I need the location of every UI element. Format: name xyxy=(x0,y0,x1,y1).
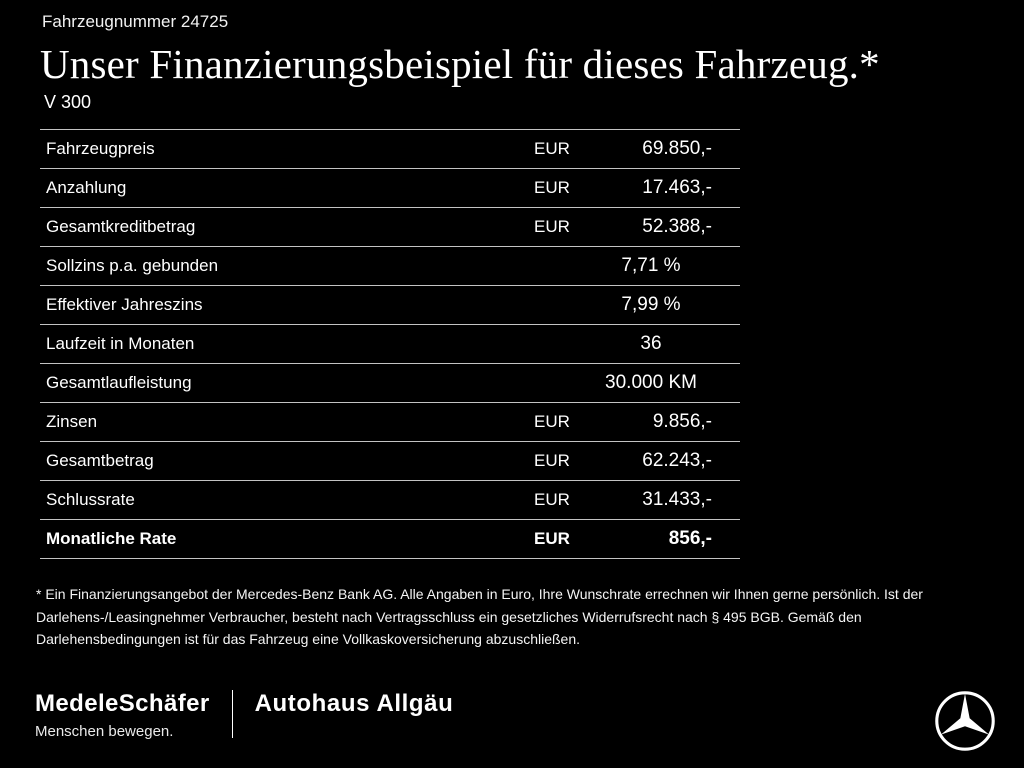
row-currency: EUR xyxy=(534,412,570,431)
table-row-schlussrate: Schlussrate EUR 31.433,- xyxy=(40,480,740,519)
mercedes-star-icon xyxy=(934,690,996,752)
row-value: 856,- xyxy=(668,528,712,549)
row-value: 17.463,- xyxy=(642,177,712,198)
row-label: Effektiver Jahreszins xyxy=(46,295,203,314)
row-label: Gesamtkreditbetrag xyxy=(46,217,196,236)
row-label: Zinsen xyxy=(46,412,98,431)
row-label: Gesamtbetrag xyxy=(46,451,154,470)
row-value: 31.433,- xyxy=(642,489,712,510)
table-row-laufzeit: Laufzeit in Monaten 36 xyxy=(40,324,740,363)
financing-example-page: Fahrzeugnummer 24725 Unser Finanzierungs… xyxy=(36,12,923,648)
row-label: Sollzins p.a. gebunden xyxy=(46,256,219,275)
table-row-sollzins: Sollzins p.a. gebunden 7,71 % xyxy=(40,246,740,285)
row-value: 7,71 % xyxy=(621,255,681,276)
table-row-gesamtbetrag: Gesamtbetrag EUR 62.243,- xyxy=(40,441,740,480)
dealer-secondary-logo: Autohaus Allgäu xyxy=(254,690,454,717)
vehicle-model: V 300 xyxy=(44,92,92,112)
row-label: Gesamtlaufleistung xyxy=(46,373,192,392)
table-row-effektiver-jahreszins: Effektiver Jahreszins 7,99 % xyxy=(40,285,740,324)
footer-divider xyxy=(231,690,233,738)
row-currency: EUR xyxy=(534,529,570,548)
row-value: 7,99 % xyxy=(621,294,681,315)
row-label: Monatliche Rate xyxy=(46,529,177,548)
table-row-zinsen: Zinsen EUR 9.856,- xyxy=(40,402,740,441)
legal-footnote: * Ein Finanzierungsangebot der Mercedes-… xyxy=(36,586,923,648)
row-value: 69.850,- xyxy=(642,138,712,159)
page-title: Unser Finanzierungsbeispiel für dieses F… xyxy=(40,41,880,87)
row-currency: EUR xyxy=(534,217,570,236)
row-value: 9.856,- xyxy=(652,411,712,432)
row-label: Anzahlung xyxy=(46,178,127,197)
dealer-primary-logo: MedeleSchäfer xyxy=(35,690,210,717)
row-label: Schlussrate xyxy=(46,490,135,509)
row-currency: EUR xyxy=(534,139,570,158)
dealer-primary-tagline: Menschen bewegen. xyxy=(35,722,174,740)
row-currency: EUR xyxy=(534,451,570,470)
row-label: Fahrzeugpreis xyxy=(46,139,155,158)
row-currency: EUR xyxy=(534,178,570,197)
table-row-fahrzeugpreis: Fahrzeugpreis EUR 69.850,- xyxy=(40,129,740,168)
row-value: 36 xyxy=(640,333,662,354)
row-currency: EUR xyxy=(534,490,570,509)
dealer-primary-block: MedeleSchäfer Menschen bewegen. xyxy=(35,690,210,740)
row-label: Laufzeit in Monaten xyxy=(46,334,195,353)
financing-table: Fahrzeugpreis EUR 69.850,- Anzahlung EUR… xyxy=(40,129,740,559)
table-row-monatliche-rate: Monatliche Rate EUR 856,- xyxy=(40,519,740,558)
row-value: 52.388,- xyxy=(642,216,712,237)
row-value: 30.000 KM xyxy=(605,372,697,393)
table-row-gesamtkreditbetrag: Gesamtkreditbetrag EUR 52.388,- xyxy=(40,207,740,246)
dealer-footer: MedeleSchäfer Menschen bewegen. Autohaus… xyxy=(35,690,996,752)
vehicle-number: Fahrzeugnummer 24725 xyxy=(42,12,229,31)
table-row-gesamtlaufleistung: Gesamtlaufleistung 30.000 KM xyxy=(40,363,740,402)
row-value: 62.243,- xyxy=(642,450,712,471)
table-row-anzahlung: Anzahlung EUR 17.463,- xyxy=(40,168,740,207)
